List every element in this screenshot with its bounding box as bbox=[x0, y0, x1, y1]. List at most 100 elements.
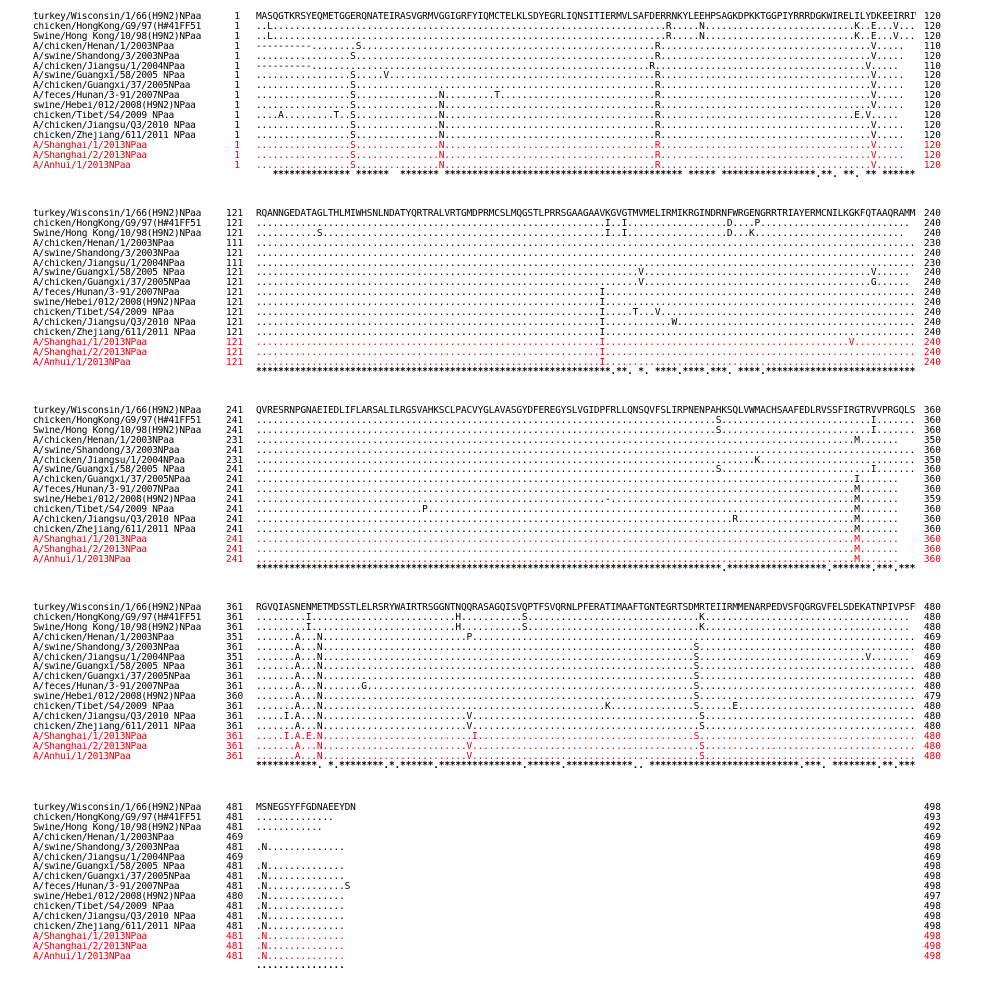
sequence-residues: ........................................… bbox=[256, 524, 899, 535]
start-position: 361 bbox=[226, 671, 244, 683]
end-position: 240 bbox=[923, 208, 941, 219]
end-position: 360 bbox=[923, 533, 941, 545]
start-position: 121 bbox=[226, 336, 244, 348]
sequence-name: Swine/Hong Kong/10/98(H9N2)NPaa bbox=[33, 425, 202, 436]
end-position: 492 bbox=[923, 821, 941, 833]
alignment-row: A/chicken/Jiangsu/Q3/2010 NPaa 1.........… bbox=[0, 119, 982, 131]
end-position: 480 bbox=[923, 750, 941, 762]
sequence-residues: .N.............. bbox=[256, 872, 345, 883]
end-position: 469 bbox=[923, 831, 941, 843]
sequence-residues: RGVQIASNENMETMDSSTLELRSRYWAIRTRSGGNTNQQR… bbox=[256, 603, 916, 613]
sequence-name: A/Anhui/1/2013NPaa bbox=[33, 160, 131, 171]
start-position: 361 bbox=[226, 641, 244, 653]
start-position: 231 bbox=[226, 434, 244, 446]
sequence-residues: .........I..........................H...… bbox=[256, 622, 910, 633]
start-position: 241 bbox=[226, 523, 244, 535]
consensus-line: ***********. *.********.*.******.*******… bbox=[256, 761, 916, 772]
alignment-row: A/swine/Shandong/3/2003NPaa 1............… bbox=[0, 51, 982, 62]
end-position: 479 bbox=[923, 691, 941, 703]
sequence-residues: ........................................… bbox=[256, 435, 899, 446]
start-position: 121 bbox=[226, 227, 244, 239]
sequence-residues: .................S...............N......… bbox=[256, 91, 905, 102]
sequence-residues: ........................................… bbox=[256, 425, 916, 436]
sequence-residues: .N.............. bbox=[256, 921, 345, 932]
end-position: 240 bbox=[923, 316, 941, 328]
alignment-row: A/swine/Guangxi/58/2005 NPaa 241.........… bbox=[0, 465, 982, 475]
consensus-line: ................ bbox=[256, 961, 345, 972]
end-position: 498 bbox=[923, 930, 941, 942]
end-position: 360 bbox=[923, 484, 941, 496]
sequence-residues: .N.............. bbox=[256, 862, 345, 873]
end-position: 240 bbox=[923, 346, 941, 358]
start-position: 481 bbox=[226, 920, 244, 932]
alignment-row: A/Shanghai/2/2013NPaa 241................… bbox=[0, 544, 982, 555]
end-position: 497 bbox=[923, 891, 941, 903]
consensus-line: ****************************************… bbox=[256, 367, 916, 378]
start-position: 361 bbox=[226, 750, 244, 762]
sequence-residues: .N.............. bbox=[256, 842, 345, 853]
sequence-name: A/swine/Shandong/3/2003NPaa bbox=[33, 842, 180, 853]
alignment-row: A/chicken/Jiangsu/1/2004NPaa 1 ----------.… bbox=[0, 61, 982, 72]
alignment-row: Swine/Hong Kong/10/98(H9N2)NPaa 481......… bbox=[0, 821, 982, 833]
alignment-row: A/swine/Shandong/3/2003NPaa 361 .......A..… bbox=[0, 641, 982, 653]
sequence-name: chicken/Zhejiang/611/2011 NPaa bbox=[33, 130, 196, 141]
sequence-residues: ----------..............................… bbox=[256, 61, 899, 72]
alignment-row: A/feces/Hunan/3-91/2007NPaa 121..........… bbox=[0, 288, 982, 298]
sequence-name: A/Anhui/1/2013NPaa bbox=[33, 751, 131, 762]
end-position: 240 bbox=[923, 297, 941, 309]
sequence-residues: ............ bbox=[256, 822, 323, 833]
end-position: 240 bbox=[923, 336, 941, 348]
sequence-residues: ........................................… bbox=[256, 485, 899, 496]
sequence-residues: ........................................… bbox=[256, 248, 916, 259]
alignment-row: A/swine/Guangxi/58/2005 NPaa 121.........… bbox=[0, 268, 982, 278]
start-position: 361 bbox=[226, 621, 244, 633]
end-position: 498 bbox=[923, 871, 941, 883]
alignment-row: A/chicken/Henan/1/2003NPaa 231...........… bbox=[0, 434, 982, 446]
end-position: 240 bbox=[923, 307, 941, 318]
start-position: 241 bbox=[226, 464, 244, 476]
alignment-row: A/Anhui/1/2013NPaa 1 .................S...… bbox=[0, 160, 982, 171]
sequence-name: A/chicken/Guangxi/37/2005NPaa bbox=[33, 81, 191, 92]
end-position: 480 bbox=[923, 611, 941, 623]
sequence-name: A/chicken/Jiangsu/Q3/2010 NPaa bbox=[33, 911, 196, 922]
sequence-residues: .......A...N............................… bbox=[256, 652, 910, 663]
sequence-residues: ........................................… bbox=[256, 554, 899, 565]
alignment-row: A/swine/Guangxi/58/2005 NPaa 361 .......A.… bbox=[0, 662, 982, 672]
start-position: 1 bbox=[234, 119, 240, 131]
sequence-residues: ........................................… bbox=[256, 317, 916, 328]
start-position: 1 bbox=[234, 139, 240, 151]
end-position: 240 bbox=[923, 356, 941, 368]
end-position: 498 bbox=[923, 861, 941, 873]
sequence-residues: .................S......................… bbox=[256, 51, 905, 62]
start-position: 1 bbox=[234, 40, 240, 52]
end-position: 350 bbox=[923, 454, 941, 466]
end-position: 120 bbox=[923, 129, 941, 141]
end-position: 480 bbox=[923, 621, 941, 633]
start-position: 351 bbox=[226, 631, 244, 643]
alignment-row: A/chicken/Jiangsu/1/2004NPaa 351 .......A.… bbox=[0, 652, 982, 663]
sequence-name: A/chicken/Guangxi/37/2005NPaa bbox=[33, 278, 191, 289]
sequence-residues: ........................................… bbox=[256, 327, 916, 338]
end-position: 498 bbox=[923, 901, 941, 912]
sequence-name: A/chicken/Jiangsu/1/2004NPaa bbox=[33, 61, 185, 72]
alignment-row: swine/Hebei/012/2008(H9N2)NPaa 480 .N.....… bbox=[0, 892, 982, 902]
start-position: 361 bbox=[226, 730, 244, 742]
end-position: 230 bbox=[923, 237, 941, 249]
sequence-residues: ..............................P.........… bbox=[256, 505, 899, 515]
end-position: 120 bbox=[923, 119, 941, 131]
sequence-residues: .N.............. bbox=[256, 941, 345, 952]
start-position: 121 bbox=[226, 326, 244, 338]
sequence-name: A/Shanghai/2/2013NPaa bbox=[33, 544, 147, 555]
sequence-residues: .................S...............N......… bbox=[256, 130, 905, 141]
end-position: 498 bbox=[923, 910, 941, 922]
start-position: 481 bbox=[226, 881, 244, 893]
sequence-residues: RQANNGEDATAGLTHLMIWHSNLNDATYQRTRALVRTGMD… bbox=[256, 209, 916, 219]
alignment-row: chicken/Tibet/S4/2009 NPaa 241...........… bbox=[0, 505, 982, 515]
sequence-name: A/chicken/Jiangsu/1/2004NPaa bbox=[33, 258, 185, 269]
sequence-name: A/swine/Shandong/3/2003NPaa bbox=[33, 51, 180, 62]
sequence-residues: ........................................… bbox=[256, 288, 916, 299]
start-position: 121 bbox=[226, 247, 244, 259]
end-position: 360 bbox=[923, 523, 941, 535]
alignment-row: A/feces/Hunan/3-91/2007NPaa 481 .N........… bbox=[0, 882, 982, 892]
sequence-name: A/Shanghai/2/2013NPaa bbox=[33, 741, 147, 752]
